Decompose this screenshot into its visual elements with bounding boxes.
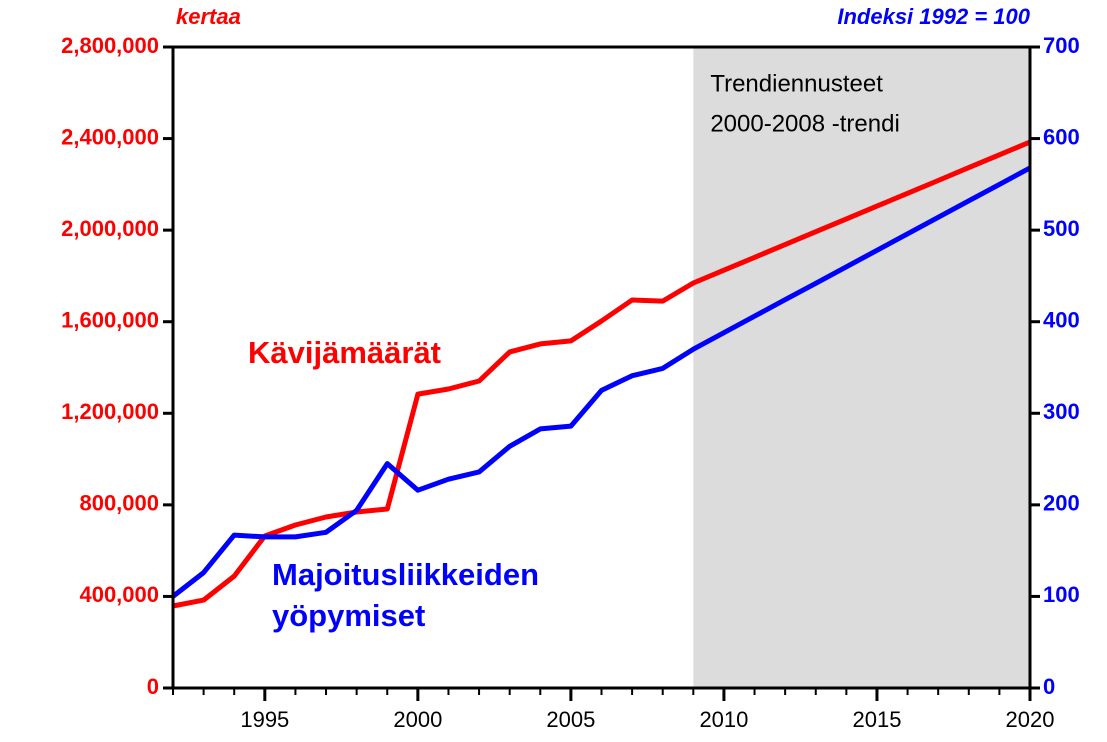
y-axis-label: kertaa [176,4,241,29]
y-tick-label: 2,000,000 [61,216,159,241]
x-tick-label: 2015 [852,707,901,732]
series-line [171,165,1032,599]
x-tick-label: 2000 [393,707,442,732]
y-tick-label: 400,000 [79,582,159,607]
x-tick-label: 1995 [240,707,289,732]
annotation: 2000-2008 -trendi [710,110,899,137]
y-tick-label: 1,600,000 [61,308,159,333]
x-tick-label: 2005 [546,707,595,732]
x-tick-label: 2020 [1006,707,1055,732]
y2-axis-label: Indeksi 1992 = 100 [837,4,1030,29]
y2-tick-label: 200 [1043,491,1080,516]
y2-tick-label: 400 [1043,308,1080,333]
forecast-shade [693,47,1030,688]
plot-frame [171,45,1032,690]
annotation: Trendiennusteet [710,70,883,97]
y-tick-label: 0 [147,674,159,699]
y2-tick-label: 700 [1043,33,1080,58]
y2-tick-label: 600 [1043,124,1080,149]
y-tick-label: 1,200,000 [61,399,159,424]
y-tick-label: 2,800,000 [61,33,159,58]
y-tick-label: 800,000 [79,491,159,516]
y-tick-label: 2,400,000 [61,124,159,149]
series-label: Majoitusliikkeiden yöpymiset [272,557,539,633]
x-tick-label: 2010 [699,707,748,732]
y2-tick-label: 0 [1043,674,1055,699]
series-label: Kävijämäärät [248,335,441,370]
series-line [172,139,1031,609]
y2-tick-label: 300 [1043,399,1080,424]
y2-tick-label: 100 [1043,582,1080,607]
y2-tick-label: 500 [1043,216,1080,241]
